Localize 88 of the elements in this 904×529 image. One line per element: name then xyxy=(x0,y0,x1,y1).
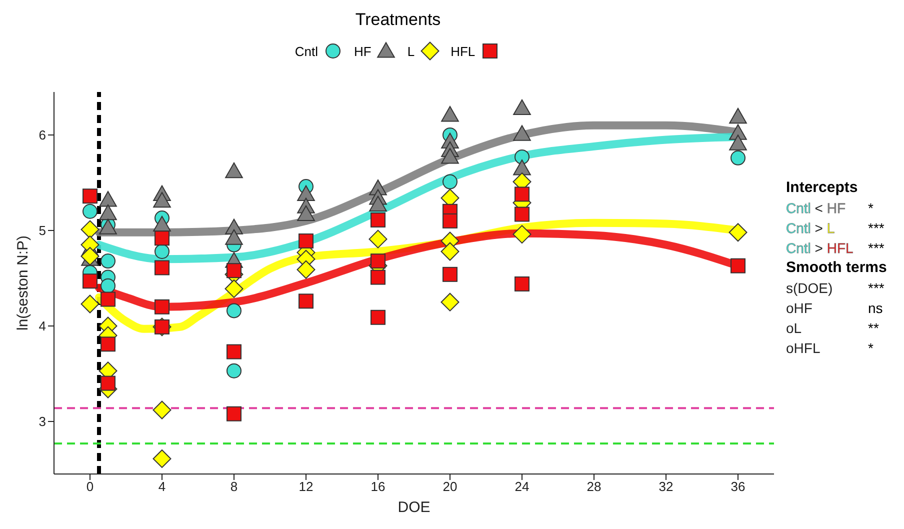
x-axis-title: DOE xyxy=(398,499,430,516)
point xyxy=(154,244,170,259)
point xyxy=(152,400,172,420)
y-tick-label: 6 xyxy=(38,128,46,143)
point xyxy=(441,106,459,122)
text: oL ** xyxy=(786,320,879,336)
point xyxy=(80,220,100,239)
text: Cntl > HFL *** xyxy=(786,239,884,258)
point xyxy=(442,213,458,228)
text: oHF ns xyxy=(786,300,883,316)
legend-label: L xyxy=(407,44,415,58)
point xyxy=(729,134,747,150)
point xyxy=(514,149,530,164)
point xyxy=(369,196,387,212)
point xyxy=(513,160,531,176)
y-tick-label: 5 xyxy=(38,223,46,238)
point xyxy=(154,260,170,276)
point xyxy=(100,292,116,307)
point xyxy=(224,279,244,298)
point xyxy=(152,449,172,468)
x-tick-label: 4 xyxy=(158,479,166,494)
point xyxy=(297,185,315,201)
point xyxy=(514,186,530,202)
text: Smooth terms xyxy=(786,258,888,278)
point xyxy=(298,233,314,248)
point xyxy=(226,363,242,378)
x-tick-label: 32 xyxy=(658,479,674,494)
point xyxy=(153,216,171,232)
point xyxy=(297,205,315,222)
x-tick-label: 36 xyxy=(730,479,746,494)
x-tick-label: 12 xyxy=(298,479,314,494)
point xyxy=(370,310,386,325)
point xyxy=(82,204,98,219)
point xyxy=(99,191,117,207)
legend-label: HF xyxy=(354,44,372,58)
legend-label: Cntl xyxy=(294,44,318,58)
point xyxy=(370,212,386,228)
point xyxy=(153,192,171,208)
point xyxy=(100,278,116,294)
point xyxy=(440,242,460,261)
text: Cntl > L *** xyxy=(786,220,884,236)
point xyxy=(82,274,98,289)
x-tick-label: 16 xyxy=(370,479,386,494)
point xyxy=(440,292,460,312)
legend-label: HFL xyxy=(450,44,476,58)
point xyxy=(441,148,459,164)
point xyxy=(100,376,116,391)
text: Intercepts xyxy=(786,178,859,198)
point xyxy=(226,263,242,278)
point xyxy=(442,266,458,282)
point xyxy=(728,223,748,242)
point xyxy=(154,299,170,314)
point xyxy=(368,230,388,248)
point xyxy=(513,99,531,116)
text: Cntl < HF * xyxy=(786,200,874,216)
y-axis-title: ln(seston N:P) xyxy=(14,235,32,331)
point xyxy=(80,294,100,314)
x-tick-label: 28 xyxy=(586,479,602,494)
legend-title: Treatments xyxy=(354,10,442,30)
point xyxy=(82,188,98,204)
point xyxy=(226,303,242,318)
x-tick-label: 8 xyxy=(230,479,238,494)
point xyxy=(80,247,100,266)
point xyxy=(226,406,242,422)
y-tick-label: 4 xyxy=(38,318,46,334)
point xyxy=(513,125,531,141)
point xyxy=(729,108,747,124)
text: oHFL * xyxy=(786,340,874,356)
point xyxy=(296,260,316,279)
point xyxy=(514,276,530,292)
point xyxy=(99,204,117,220)
point xyxy=(442,174,458,190)
point xyxy=(154,230,170,246)
point xyxy=(730,150,746,166)
point xyxy=(298,294,314,309)
point xyxy=(514,206,530,222)
point xyxy=(100,336,116,352)
x-tick-label: 0 xyxy=(86,479,94,494)
y-tick-label: 3 xyxy=(38,414,46,430)
x-tick-label: 24 xyxy=(514,479,530,494)
point xyxy=(100,254,116,269)
point xyxy=(730,258,746,274)
point xyxy=(225,162,243,178)
point xyxy=(512,225,532,244)
point xyxy=(225,229,243,245)
x-tick-label: 20 xyxy=(442,479,458,494)
text: s(DOE) *** xyxy=(786,280,884,296)
point xyxy=(226,344,242,360)
